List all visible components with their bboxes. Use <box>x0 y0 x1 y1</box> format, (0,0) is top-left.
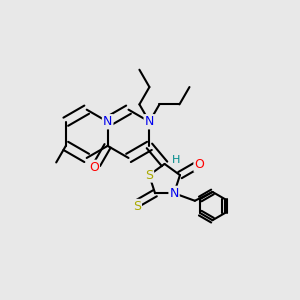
Text: S: S <box>133 200 141 213</box>
Text: O: O <box>89 161 99 174</box>
Text: N: N <box>145 115 154 128</box>
Text: N: N <box>169 187 179 200</box>
Text: S: S <box>145 169 153 182</box>
Text: N: N <box>145 115 154 128</box>
Text: O: O <box>194 158 204 171</box>
Text: N: N <box>103 115 112 128</box>
Text: H: H <box>172 155 180 165</box>
Text: N: N <box>103 115 112 128</box>
